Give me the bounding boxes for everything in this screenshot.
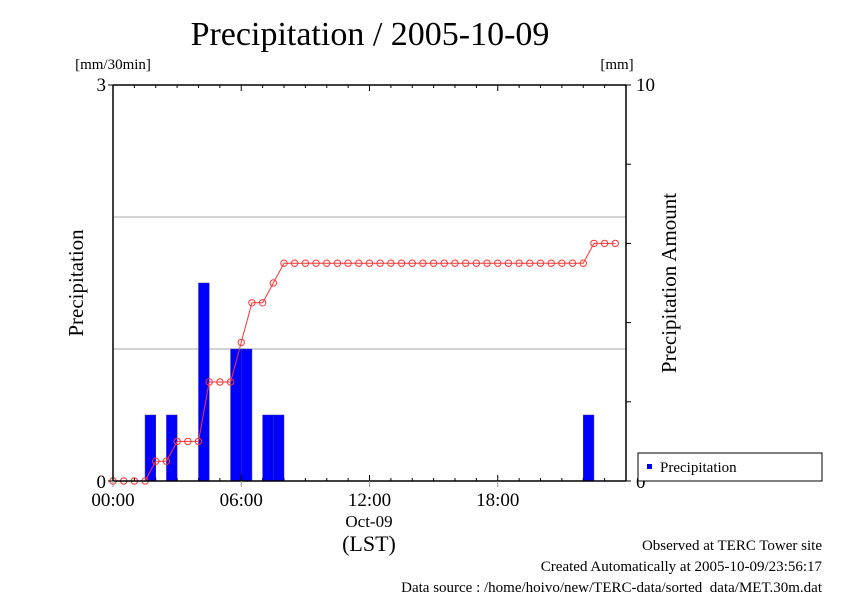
data-point <box>568 259 577 267</box>
data-point <box>290 259 299 267</box>
data-point <box>611 239 620 248</box>
data-point <box>269 279 278 287</box>
data-point <box>312 259 320 267</box>
data-point <box>590 239 598 248</box>
data-point <box>536 259 545 267</box>
x-axis-label: (LST) <box>342 531 396 556</box>
bar <box>273 414 285 482</box>
axes <box>108 84 631 487</box>
data-point <box>472 259 481 267</box>
data-point <box>258 299 267 307</box>
legend-swatch <box>647 464 652 469</box>
data-point <box>323 259 331 267</box>
x-tick-labels: 00:00 06:00 12:00 18:00 <box>91 490 519 511</box>
data-point <box>194 437 203 446</box>
y-tick-label-top: 3 <box>97 75 107 96</box>
data-point <box>184 437 192 446</box>
data-point <box>355 259 363 267</box>
data-point <box>408 259 416 267</box>
legend-box <box>637 452 823 482</box>
cumulative-line <box>113 242 616 482</box>
data-point <box>226 378 235 386</box>
y-tick-label-bottom: 0 <box>97 472 107 493</box>
data-point <box>451 259 459 267</box>
y2-tick-label-top: 10 <box>636 75 655 96</box>
grid-lines <box>113 216 626 350</box>
y2-axis-label: Precipitation Amount <box>657 193 681 373</box>
data-point <box>152 457 160 465</box>
bar <box>166 414 178 482</box>
bar <box>230 348 242 482</box>
data-point <box>429 259 438 267</box>
x-tick-label: 00:00 <box>91 490 134 511</box>
data-point <box>301 259 310 267</box>
cumulative-line-series <box>109 239 620 485</box>
x-tick-label: 06:00 <box>220 490 263 511</box>
data-point <box>397 259 406 267</box>
data-point <box>216 378 224 386</box>
data-point <box>205 378 213 386</box>
data-point <box>365 259 374 267</box>
bar <box>583 414 595 482</box>
bar-series <box>144 282 595 482</box>
data-point <box>515 259 523 267</box>
data-point <box>504 259 513 267</box>
data-point <box>579 259 587 267</box>
footer-created: Created Automatically at 2005-10-09/23:5… <box>541 559 823 575</box>
data-point <box>248 299 256 307</box>
x-date-label: Oct-09 <box>345 512 392 531</box>
legend-label: Precipitation <box>660 460 737 476</box>
bar <box>241 348 253 482</box>
data-point <box>387 259 395 267</box>
data-point <box>162 457 171 465</box>
data-point <box>558 259 566 267</box>
data-point <box>344 259 352 267</box>
data-point <box>333 259 342 267</box>
data-point <box>526 259 534 267</box>
right-axis-unit: [mm] <box>600 57 633 73</box>
bar <box>198 282 210 482</box>
data-point <box>483 259 491 267</box>
data-point <box>237 338 245 347</box>
bar <box>262 414 274 482</box>
chart-title: Precipitation / 2005-10-09 <box>191 16 550 53</box>
y2-tick-label-bottom: 0 <box>636 472 646 493</box>
x-tick-label: 12:00 <box>348 490 391 511</box>
data-point <box>547 259 555 267</box>
y-axis-label: Precipitation <box>64 229 88 337</box>
data-point <box>494 259 502 267</box>
data-point <box>173 437 181 446</box>
data-point <box>419 259 427 267</box>
data-point <box>280 259 288 267</box>
footer-observed: Observed at TERC Tower site <box>642 538 822 554</box>
left-axis-unit: [mm/30min] <box>75 57 151 73</box>
x-tick-label: 18:00 <box>476 490 519 511</box>
footer-data-source: Data source : /home/hoivo/new/TERC-data/… <box>401 580 823 595</box>
data-point <box>600 239 609 248</box>
data-point <box>461 259 470 267</box>
data-point <box>440 259 449 267</box>
legend: Precipitation <box>637 452 823 482</box>
data-point <box>376 259 384 267</box>
